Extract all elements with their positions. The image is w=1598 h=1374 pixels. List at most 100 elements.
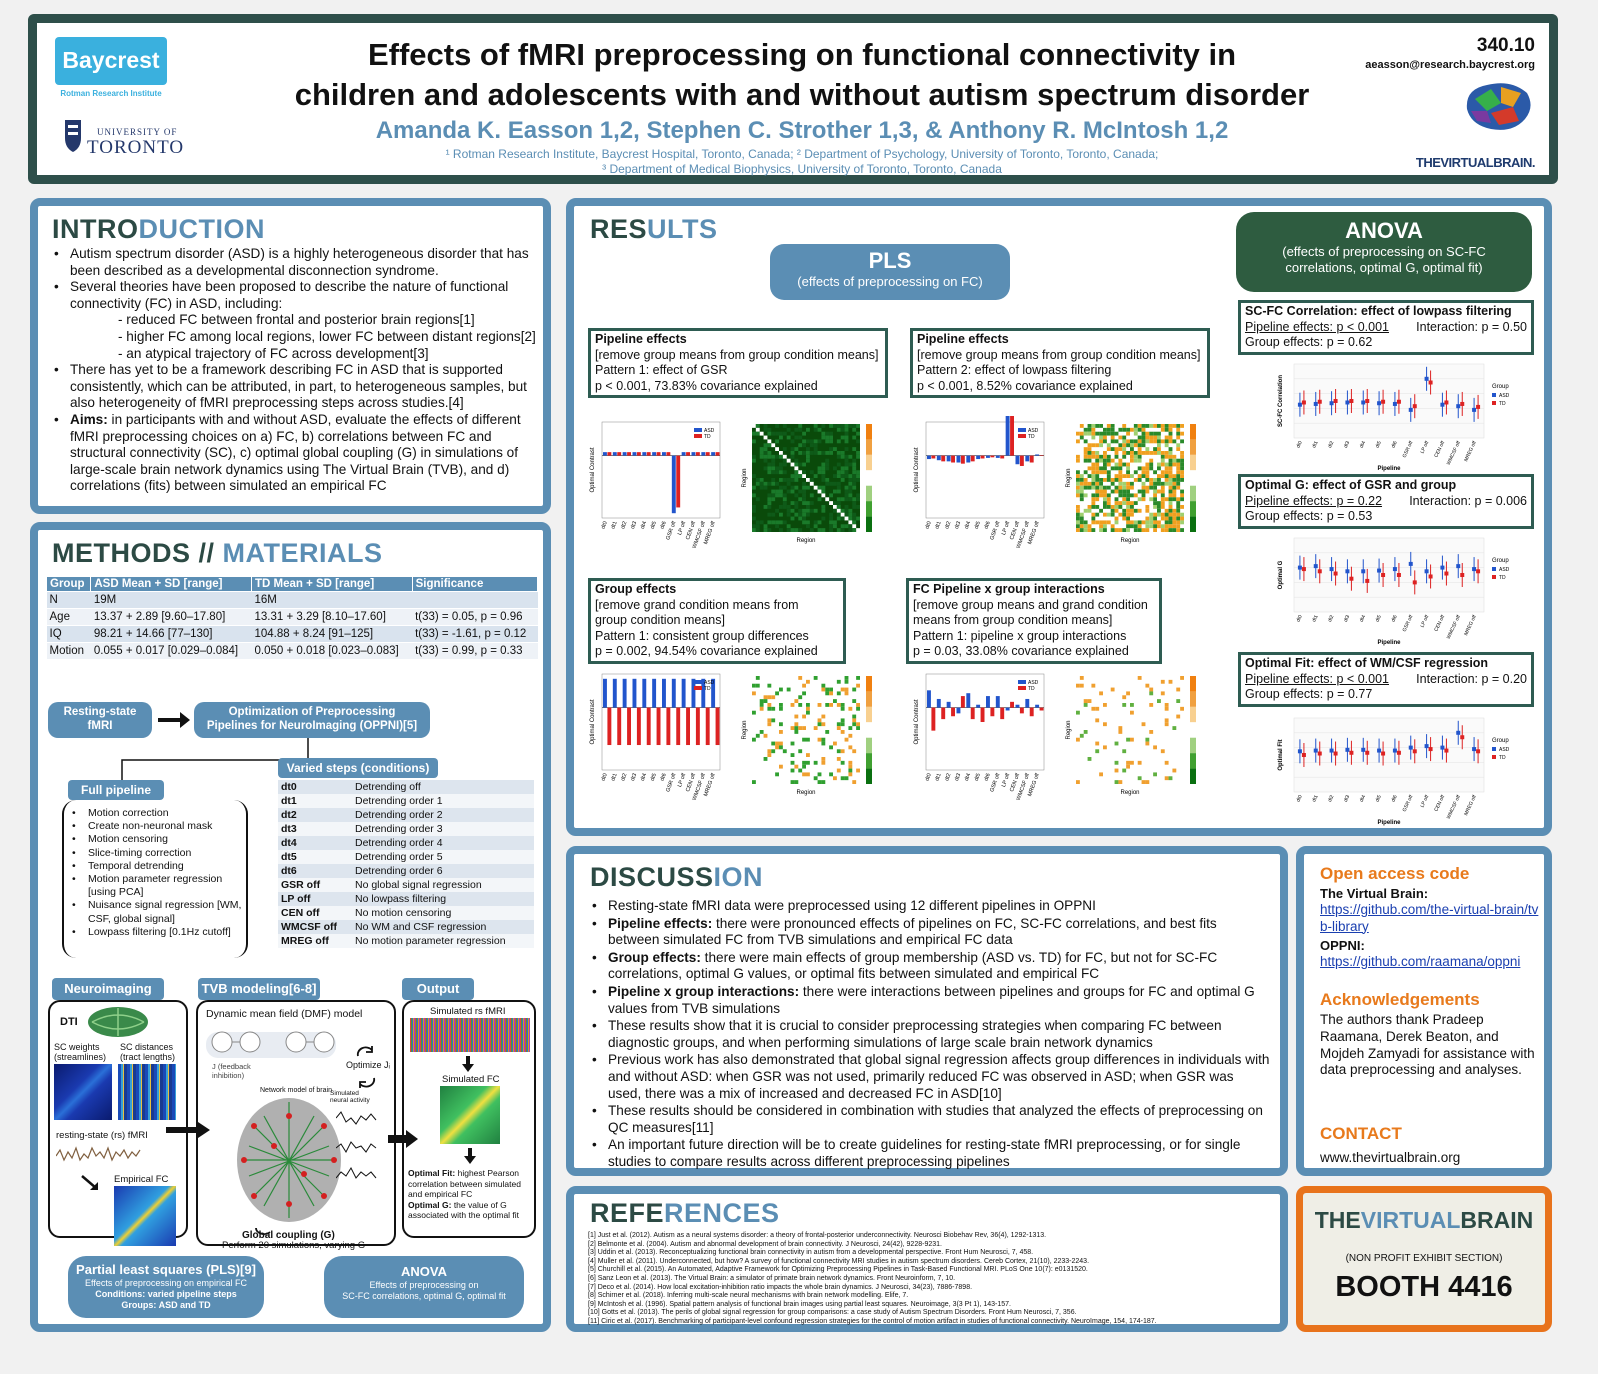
axis-label: Region bbox=[742, 720, 748, 739]
bar-mark bbox=[662, 678, 666, 708]
affiliations-1: ¹ Rotman Research Institute, Baycrest Ho… bbox=[445, 147, 1159, 161]
pls-results-pill: PLS (effects of preprocessing on FC) bbox=[770, 244, 1010, 300]
discussion-item: These results should be considered in co… bbox=[590, 1103, 1270, 1136]
bar-mark bbox=[966, 455, 971, 463]
tick-label: dt4 bbox=[640, 521, 648, 530]
tick-label: dt4 bbox=[1359, 614, 1367, 623]
bar-mark bbox=[970, 455, 975, 462]
bar-mark bbox=[612, 452, 617, 456]
bar-mark bbox=[951, 455, 955, 463]
bar-mark bbox=[990, 455, 995, 458]
bar-mark bbox=[976, 704, 981, 708]
bar-mark bbox=[632, 678, 637, 708]
tick-label: dt6 bbox=[660, 521, 668, 530]
point-mark bbox=[1428, 574, 1433, 579]
email: aeasson@research.baycrest.org bbox=[1365, 59, 1535, 71]
box-line: p = 0.002, 94.54% covariance explained bbox=[595, 644, 818, 658]
reference-item: [5] Churchill et al. (2015). An Automate… bbox=[588, 1266, 1088, 1274]
reference-item: [1] Just et al. (2012). Autism as a neur… bbox=[588, 1232, 1047, 1239]
contact-url[interactable]: www.thevirtualbrain.org bbox=[1320, 1150, 1461, 1165]
point-mark bbox=[1456, 564, 1461, 569]
title-line-1: Effects of fMRI preprocessing on functio… bbox=[367, 37, 1237, 72]
bar-mark bbox=[636, 707, 641, 746]
point-mark bbox=[1329, 748, 1334, 753]
anova-line: Interaction: p = 0.20 bbox=[1416, 671, 1527, 686]
table-cell: 98.21 + 14.66 [77–130] bbox=[90, 625, 252, 643]
box-line: Pattern 1: consistent group differences bbox=[595, 628, 809, 643]
legend-swatch bbox=[694, 434, 702, 438]
bar-mark bbox=[662, 452, 666, 456]
point-mark bbox=[1412, 404, 1417, 409]
legend-swatch bbox=[1492, 393, 1496, 397]
arrow-right-icon bbox=[158, 712, 190, 728]
tick-label: dt6 bbox=[660, 773, 668, 782]
bar-mark bbox=[715, 452, 720, 456]
point-mark bbox=[1301, 567, 1306, 572]
introduction-heading: INTRODUCTION bbox=[52, 214, 265, 244]
step-code: dt4 bbox=[278, 836, 352, 850]
activity-waves-icon bbox=[336, 1111, 377, 1179]
exhibit-section: (NON PROFIT EXHIBIT SECTION) bbox=[1345, 1253, 1503, 1264]
intro-list: Autism spectrum disorder (ASD) is a high… bbox=[52, 246, 538, 495]
tvb-code-label: The Virtual Brain: bbox=[1320, 886, 1429, 901]
legend-title: Group bbox=[1492, 738, 1509, 744]
bar-mark bbox=[1019, 707, 1024, 714]
bar-mark bbox=[603, 678, 607, 708]
point-mark bbox=[1444, 571, 1449, 576]
point-mark bbox=[1349, 399, 1354, 403]
bar-mark bbox=[936, 455, 941, 461]
optimal-fit-def: Optimal Fit: highest Pearson correlation… bbox=[408, 1168, 521, 1220]
point-mark bbox=[1412, 580, 1417, 585]
tick-label: dt3 bbox=[1343, 794, 1351, 803]
step-desc: No WM and CSF regression bbox=[352, 920, 534, 934]
point-mark bbox=[1412, 749, 1417, 754]
intro-item: Autism spectrum disorder (ASD) is a high… bbox=[52, 246, 538, 279]
table-cell: 0.050 + 0.018 [0.023–0.083] bbox=[251, 642, 413, 660]
cycle-icon bbox=[255, 1227, 271, 1235]
bar-mark bbox=[686, 707, 690, 746]
box-line: Pattern 1: effect of GSR bbox=[595, 363, 728, 377]
bar-mark bbox=[976, 455, 981, 460]
bar-mark bbox=[936, 698, 941, 708]
bar-mark bbox=[627, 452, 631, 456]
bar-mark bbox=[676, 707, 681, 746]
point-mark bbox=[1392, 567, 1397, 572]
tick-label: dt4 bbox=[640, 773, 648, 782]
axis-label: Pipeline bbox=[1377, 820, 1401, 826]
tick-label: MREG off bbox=[1463, 614, 1478, 637]
point-mark bbox=[1472, 567, 1477, 572]
tick-label: GSR off bbox=[1402, 794, 1415, 813]
bar-mark bbox=[642, 678, 647, 708]
simulated-fc-label: Simulated FC bbox=[442, 1074, 500, 1085]
tvb-code-link[interactable]: https://github.com/the-virtual-brain/tvb… bbox=[1320, 902, 1539, 934]
bar-mark bbox=[666, 707, 671, 746]
oppni-code-link[interactable]: https://github.com/raamana/oppni bbox=[1320, 954, 1521, 969]
anova-line: Pipeline effects: p < 0.001 bbox=[1245, 671, 1389, 686]
bar-mark bbox=[980, 707, 985, 722]
bar-mark bbox=[656, 707, 661, 746]
output-frame bbox=[402, 1000, 536, 1238]
table-cell: N bbox=[46, 591, 91, 609]
tick-label: dt1 bbox=[610, 773, 618, 782]
tick-label: dt3 bbox=[1343, 614, 1351, 623]
point-mark bbox=[1408, 561, 1413, 566]
tick-label: dt2 bbox=[1327, 614, 1335, 623]
anova-method-pill: ANOVA Effects of preprocessing on SC-FC … bbox=[324, 1256, 524, 1318]
bar-mark bbox=[1005, 416, 1010, 456]
step-desc: Detrending order 6 bbox=[352, 864, 534, 878]
list-item: Lowpass filtering [0.1Hz cutoff] bbox=[70, 926, 250, 939]
point-mark bbox=[1297, 749, 1302, 754]
point-mark bbox=[1408, 407, 1413, 412]
point-mark bbox=[1333, 399, 1338, 403]
anova-results-pill: ANOVA (effects of preprocessing on SC-FC… bbox=[1236, 212, 1532, 292]
tvb-wordmark: THEVIRTUALBRAIN. bbox=[1415, 155, 1536, 170]
legend-label: ASD bbox=[704, 680, 715, 686]
bar-mark bbox=[927, 455, 931, 460]
references-list: [1] Just et al. (2012). Autism as a neur… bbox=[588, 1232, 1278, 1327]
point-mark bbox=[1313, 401, 1318, 406]
bar-mark bbox=[656, 452, 661, 456]
discussion-item: Pipeline effects: there were pronounced … bbox=[590, 916, 1270, 949]
bar-mark bbox=[622, 678, 627, 708]
table-cell: t(33) = -1.61, p = 0.12 bbox=[412, 625, 538, 643]
